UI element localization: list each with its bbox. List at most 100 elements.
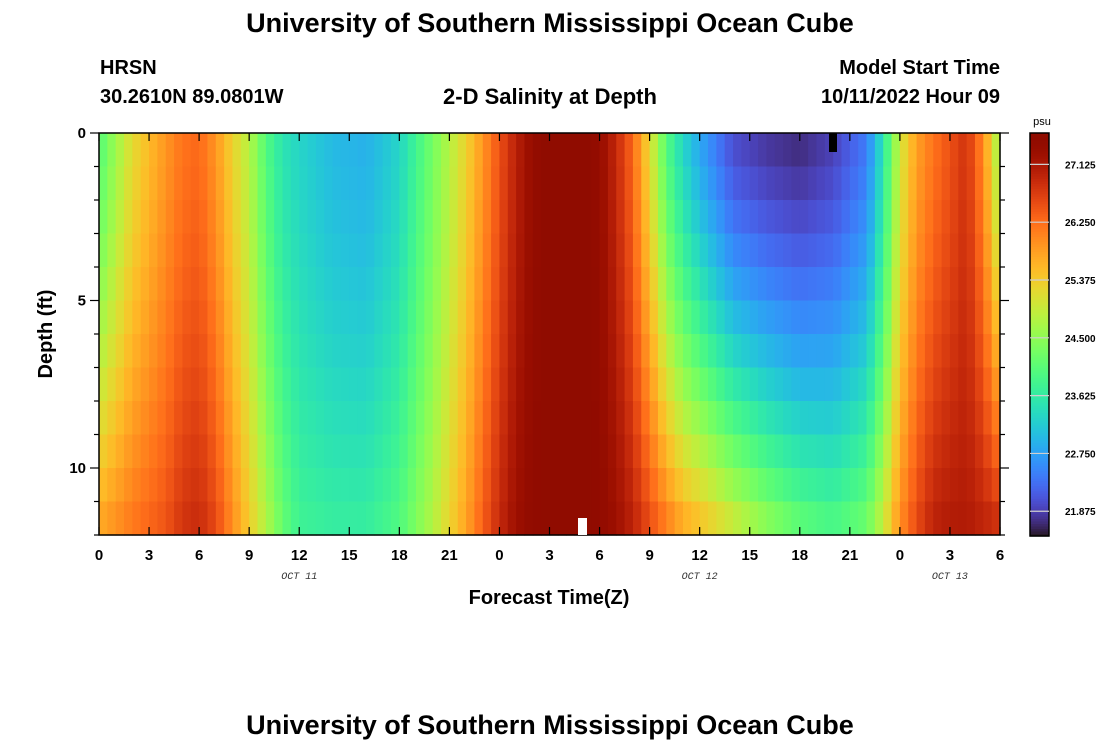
heatmap-cell bbox=[307, 300, 317, 335]
colorbar-segment bbox=[1030, 372, 1049, 376]
model-start-label: Model Start Time bbox=[839, 57, 1000, 79]
heatmap-cell bbox=[365, 468, 375, 503]
colorbar-segment bbox=[1030, 263, 1049, 268]
heatmap-cell bbox=[657, 267, 667, 302]
heatmap-cell bbox=[541, 434, 551, 469]
heatmap-cell bbox=[682, 200, 692, 235]
heatmap-cell bbox=[799, 401, 809, 436]
heatmap-cell bbox=[115, 166, 125, 201]
heatmap-cell bbox=[140, 300, 150, 335]
heatmap-cell bbox=[349, 233, 359, 268]
heatmap-cell bbox=[224, 434, 234, 469]
heatmap-cell bbox=[307, 468, 317, 503]
heatmap-cell bbox=[382, 367, 392, 402]
heatmap-cell bbox=[174, 300, 184, 335]
heatmap-cell bbox=[649, 468, 659, 503]
heatmap-cell bbox=[541, 334, 551, 369]
heatmap-cell bbox=[632, 468, 642, 503]
heatmap-cell bbox=[174, 468, 184, 503]
colorbar-segment bbox=[1030, 276, 1049, 280]
heatmap-cell bbox=[466, 133, 476, 168]
heatmap-cell bbox=[883, 501, 893, 536]
heatmap-cell bbox=[174, 166, 184, 201]
heatmap-cell bbox=[582, 166, 592, 201]
heatmap-cell bbox=[240, 401, 250, 436]
heatmap-cell bbox=[799, 434, 809, 469]
x-tick-label: 6 bbox=[195, 547, 203, 564]
heatmap-cell bbox=[115, 334, 125, 369]
heatmap-cell bbox=[866, 300, 876, 335]
heatmap-cell bbox=[499, 300, 509, 335]
heatmap-cell bbox=[841, 166, 851, 201]
heatmap-cell bbox=[666, 267, 676, 302]
heatmap-cell bbox=[941, 334, 951, 369]
heatmap-cell bbox=[791, 166, 801, 201]
heatmap-cell bbox=[115, 300, 125, 335]
heatmap-cell bbox=[224, 133, 234, 168]
heatmap-cell bbox=[958, 200, 968, 235]
heatmap-cell bbox=[532, 401, 542, 436]
heatmap-cell bbox=[616, 200, 626, 235]
heatmap-cell bbox=[908, 166, 918, 201]
heatmap-cell bbox=[699, 501, 709, 536]
heatmap-cell bbox=[374, 233, 384, 268]
heatmap-cell bbox=[482, 501, 492, 536]
heatmap-cell bbox=[674, 401, 684, 436]
heatmap-cell bbox=[574, 267, 584, 302]
colorbar-segment bbox=[1030, 145, 1049, 149]
heatmap-cell bbox=[949, 233, 959, 268]
heatmap-cell bbox=[824, 468, 834, 503]
heatmap-cell bbox=[574, 133, 584, 168]
heatmap-cell bbox=[941, 267, 951, 302]
heatmap-cell bbox=[674, 166, 684, 201]
heatmap-cell bbox=[574, 166, 584, 201]
heatmap-cell bbox=[240, 367, 250, 402]
heatmap-cell bbox=[399, 401, 409, 436]
heatmap-cell bbox=[791, 133, 801, 168]
heatmap-cell bbox=[866, 334, 876, 369]
colorbar-segment bbox=[1030, 304, 1049, 308]
heatmap-cell bbox=[624, 166, 634, 201]
heatmap-cell bbox=[774, 501, 784, 536]
y-tick-label: 5 bbox=[78, 293, 86, 310]
heatmap-cell bbox=[457, 166, 467, 201]
heatmap-cell bbox=[174, 434, 184, 469]
heatmap-cell bbox=[399, 267, 409, 302]
heatmap-cell bbox=[783, 133, 793, 168]
colorbar-segment bbox=[1030, 201, 1049, 205]
heatmap-cell bbox=[674, 501, 684, 536]
heatmap-cell bbox=[874, 367, 884, 402]
heatmap-cell bbox=[332, 367, 342, 402]
heatmap-cell bbox=[282, 267, 292, 302]
heatmap-cell bbox=[566, 267, 576, 302]
heatmap-cell bbox=[315, 267, 325, 302]
heatmap-cell bbox=[874, 166, 884, 201]
colorbar-segment bbox=[1030, 359, 1049, 363]
heatmap-cell bbox=[741, 267, 751, 302]
heatmap-cell bbox=[574, 334, 584, 369]
heatmap-cell bbox=[874, 468, 884, 503]
heatmap-cell bbox=[591, 166, 601, 201]
heatmap-cell bbox=[974, 166, 984, 201]
heatmap-cell bbox=[541, 166, 551, 201]
heatmap-cell bbox=[966, 367, 976, 402]
heatmap-cell bbox=[924, 367, 934, 402]
heatmap-cell bbox=[624, 300, 634, 335]
heatmap-cell bbox=[349, 166, 359, 201]
heatmap-cell bbox=[132, 200, 142, 235]
heatmap-cell bbox=[724, 434, 734, 469]
heatmap-cell bbox=[816, 367, 826, 402]
heatmap-cell bbox=[733, 233, 742, 268]
x-tick-label: 21 bbox=[441, 547, 458, 564]
heatmap-cell bbox=[591, 468, 601, 503]
colorbar-segment bbox=[1030, 243, 1049, 247]
heatmap-cell bbox=[741, 300, 751, 335]
heatmap-cell bbox=[390, 233, 400, 268]
heatmap-cell bbox=[983, 133, 993, 168]
x-axis-label: Forecast Time(Z) bbox=[469, 587, 630, 609]
heatmap-cell bbox=[774, 133, 784, 168]
heatmap-cell bbox=[582, 434, 592, 469]
heatmap-cell bbox=[724, 133, 734, 168]
heatmap-cell bbox=[983, 334, 993, 369]
heatmap-cell bbox=[833, 367, 843, 402]
